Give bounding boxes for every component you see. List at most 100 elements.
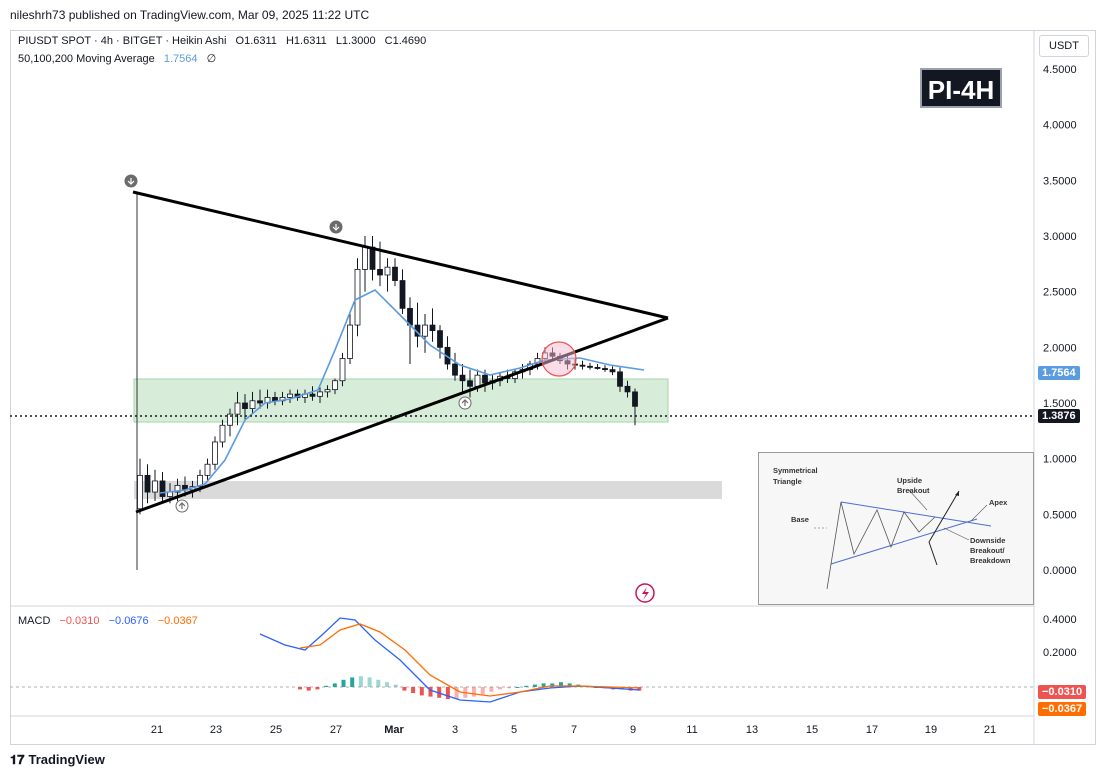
- macd-histogram-bar: [567, 683, 572, 687]
- candle-body: [377, 269, 383, 276]
- macd-histogram-bar: [332, 683, 337, 687]
- candle-body: [137, 474, 143, 510]
- publish-header: nileshrh73 published on TradingView.com,…: [10, 8, 370, 22]
- candle-body: [204, 463, 211, 476]
- candle-body: [219, 424, 226, 443]
- close-value: C1.4690: [384, 35, 427, 47]
- time-tick-label: 5: [511, 724, 517, 736]
- footer-brand[interactable]: 𝟏𝟕 TradingView: [10, 752, 105, 768]
- time-tick-label: 17: [866, 724, 878, 736]
- candle-body: [587, 365, 593, 368]
- candle-body: [324, 389, 331, 393]
- macd-histogram-bar: [454, 687, 459, 699]
- inset-down-3: Breakdown: [970, 556, 1011, 565]
- macd-histogram-bar: [541, 683, 546, 687]
- triangle-inset: Symmetrical Triangle Base Upside Breakou…: [758, 452, 1034, 605]
- candle-body: [422, 324, 428, 337]
- candle-body: [317, 391, 323, 397]
- time-tick-label: 3: [452, 724, 458, 736]
- time-tick-label: Mar: [384, 724, 404, 736]
- macd-histogram-bar: [385, 682, 389, 687]
- macd-histogram-bar: [515, 687, 520, 688]
- high-marker-icon-arrow: [127, 178, 135, 185]
- candle-body: [197, 474, 203, 487]
- candle-body: [287, 393, 293, 398]
- candle-body: [242, 402, 248, 409]
- candle-body: [227, 413, 233, 426]
- footer-text: TradingView: [28, 752, 105, 767]
- time-tick-label: 21: [151, 724, 163, 736]
- symbol-label: PIUSDT SPOT · 4h · BITGET · Heikin Ashi: [18, 35, 227, 47]
- candle-body: [212, 441, 218, 465]
- inset-diagram: [814, 489, 992, 590]
- moving-average-line: [159, 289, 645, 494]
- candle-body: [624, 385, 631, 393]
- pair-badge: PI-4H: [920, 68, 1002, 108]
- time-tick-label: 15: [806, 724, 818, 736]
- macd-histogram-bar: [306, 687, 311, 691]
- macd-tick-label: 0.2000: [1043, 647, 1077, 659]
- candle-body: [429, 324, 436, 332]
- candle-body: [234, 402, 241, 415]
- macd-histogram-bar: [524, 685, 529, 687]
- inset-down-2: Breakout/: [970, 546, 1005, 555]
- macd-signal-value: −0.0367: [157, 615, 198, 627]
- macd-histogram-bar: [550, 683, 555, 687]
- candle-body: [384, 266, 391, 276]
- time-tick-label: 25: [270, 724, 282, 736]
- breakdown-highlight: [541, 341, 577, 377]
- inset-apex-label: Apex: [989, 498, 1008, 507]
- open-value: O1.6311: [235, 35, 277, 47]
- candle-body: [467, 380, 473, 387]
- macd-signal-tag: −0.0367: [1038, 702, 1087, 716]
- last-price-tag: 1.3876: [1038, 409, 1080, 423]
- triangle-lower-trendline: [135, 316, 669, 514]
- macd-histogram-bar: [498, 687, 503, 690]
- macd-line: [259, 617, 641, 703]
- candle-body: [332, 380, 338, 391]
- price-tick-label: 2.5000: [1043, 287, 1077, 299]
- macd-line-value: −0.0676: [108, 615, 149, 627]
- time-tick-label: 9: [630, 724, 636, 736]
- macd-histogram-bar: [472, 687, 476, 697]
- time-tick-label: 7: [571, 724, 577, 736]
- macd-legend: MACD −0.0310 −0.0676 −0.0367: [18, 615, 198, 627]
- currency-button[interactable]: USDT: [1039, 35, 1089, 57]
- candle-body: [617, 371, 623, 387]
- macd-histogram-bar: [419, 687, 424, 696]
- inset-title-1: Symmetrical: [773, 466, 818, 475]
- macd-histogram-bar: [445, 687, 450, 699]
- candle-body: [144, 474, 151, 493]
- ma-legend: 50,100,200 Moving Average 1.7564 ∅: [18, 52, 216, 65]
- candle-body: [174, 484, 181, 493]
- candle-body: [309, 393, 316, 397]
- macd-histogram-bar: [324, 685, 329, 687]
- candle-body: [369, 246, 376, 270]
- candle-body: [609, 369, 616, 373]
- price-tick-label: 4.0000: [1043, 120, 1077, 132]
- candle-body: [632, 391, 638, 407]
- ma-price-tag: 1.7564: [1038, 366, 1080, 380]
- price-tick-label: 2.0000: [1043, 342, 1077, 354]
- price-tick-label: 0.5000: [1043, 509, 1077, 521]
- low-value: L1.3000: [335, 35, 376, 47]
- time-tick-label: 11: [686, 724, 697, 736]
- candle-body: [272, 397, 278, 402]
- ma-value: 1.7564: [163, 53, 198, 65]
- macd-hist-tag: −0.0310: [1038, 685, 1087, 699]
- candle-body: [399, 280, 406, 309]
- inset-base-label: Base: [791, 515, 809, 524]
- candle-body: [474, 374, 481, 387]
- time-tick-label: 19: [925, 724, 937, 736]
- ma-label: 50,100,200 Moving Average: [18, 53, 155, 65]
- macd-histogram-bar: [637, 687, 642, 691]
- time-tick-label: 21: [984, 724, 996, 736]
- macd-histogram-bar: [315, 687, 320, 690]
- ma-hidden-icon[interactable]: ∅: [206, 53, 217, 65]
- macd-tick-label: 0.4000: [1043, 614, 1077, 626]
- macd-histogram-bar: [532, 684, 537, 687]
- candle-body: [482, 374, 488, 384]
- candle-body: [602, 368, 608, 371]
- candle-body: [437, 330, 443, 348]
